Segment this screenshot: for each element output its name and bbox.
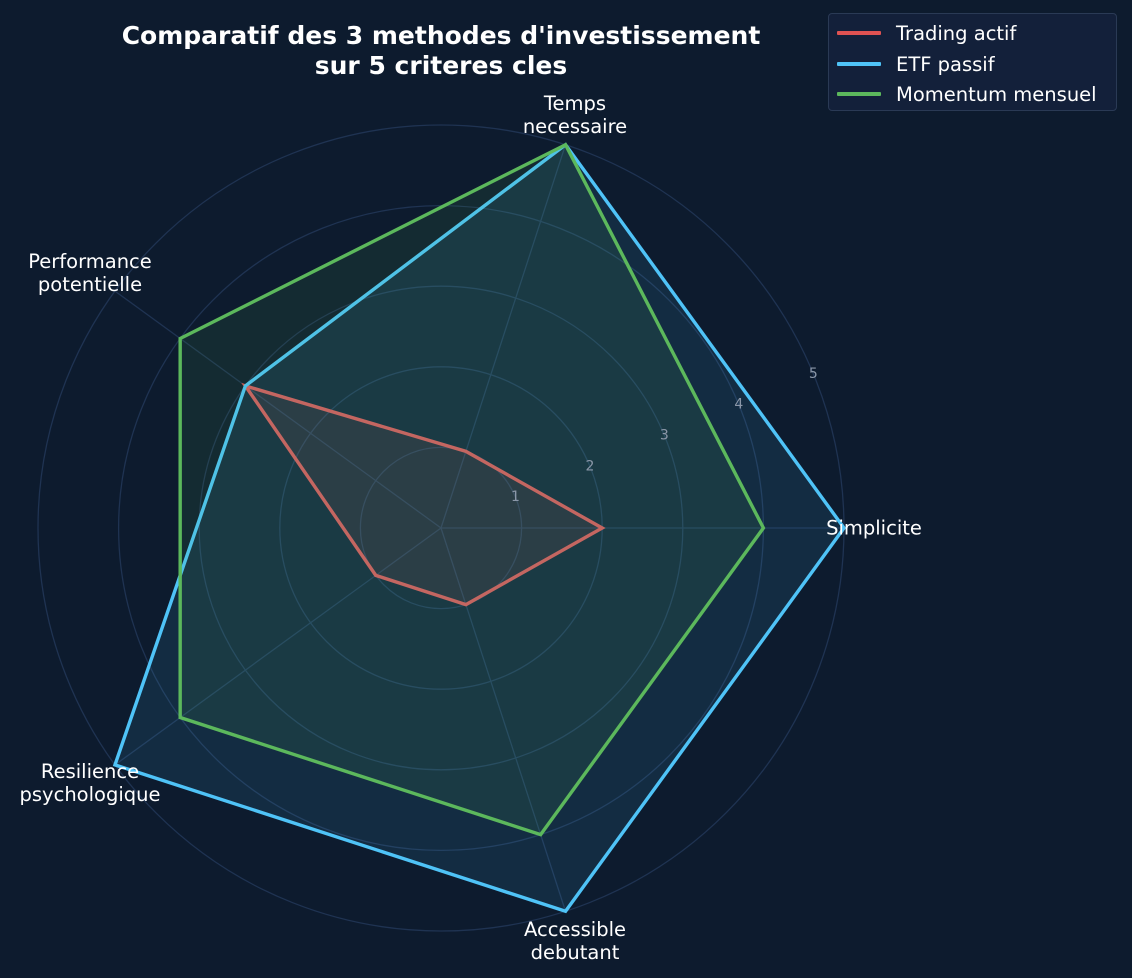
grid-spoke-1	[440, 144, 567, 529]
legend-swatch-momentum-mensuel	[837, 92, 881, 96]
legend-swatch-trading-actif	[837, 31, 881, 35]
axis-label-4-line-0: Accessible	[524, 918, 626, 941]
legend-label-momentum-mensuel: Momentum mensuel	[896, 82, 1097, 106]
series-layer	[112, 142, 847, 914]
legend-label-etf-passif: ETF passif	[896, 52, 995, 76]
axis-label-0: Simplicite	[826, 517, 922, 540]
axis-label-4: Accessible debutant	[524, 918, 626, 964]
axis-label-0-line-0: Simplicite	[826, 517, 922, 540]
legend-swatch-etf-passif	[837, 62, 881, 66]
legend-label-trading-actif: Trading actif	[896, 21, 1017, 45]
chart-title-line-2: sur 5 criteres cles	[315, 51, 568, 80]
axis-label-3-line-1: psychologique	[20, 783, 161, 806]
legend-item-momentum-mensuel: Momentum mensuel	[837, 82, 1097, 106]
axis-label-2-line-1: potentielle	[38, 273, 142, 296]
r-tick-label-5: 5	[809, 366, 818, 382]
axis-label-4-line-1: debutant	[531, 941, 620, 964]
r-tick-label-3: 3	[660, 427, 669, 443]
legend-item-trading-actif: Trading actif	[837, 21, 1016, 45]
axis-label-3-line-0: Resilience	[41, 760, 139, 783]
series-area-momentum-mensuel	[180, 144, 764, 835]
series-area-trading-actif	[245, 385, 603, 605]
grid-spoke-3	[114, 527, 442, 766]
axis-label-1-line-1: necessaire	[523, 115, 627, 138]
r-tick-label-4: 4	[734, 397, 743, 413]
axis-label-2: Performance potentielle	[28, 250, 152, 296]
series-line-momentum-mensuel	[178, 142, 766, 837]
r-tick-label-1: 1	[511, 489, 520, 505]
series-area-etf-passif	[114, 144, 845, 912]
r-tick-label-2: 2	[585, 458, 594, 474]
axis-label-1-line-0: Temps	[543, 92, 606, 115]
chart-title-line-1: Comparatif des 3 methodes d'investisseme…	[122, 21, 761, 50]
axis-label-2-line-0: Performance	[28, 250, 152, 273]
legend: Trading actif ETF passif Momentum mensue…	[828, 13, 1117, 111]
legend-item-etf-passif: ETF passif	[837, 52, 995, 76]
axis-label-1: Temps necessaire	[523, 92, 627, 138]
grid-spoke-2	[114, 290, 442, 529]
axis-label-3: Resilience psychologique	[20, 760, 161, 806]
grid-spoke-4	[440, 527, 567, 912]
label-layer: 1 2 3 4 5 Simplicite Temps necessaire Performanc…	[20, 92, 922, 964]
series-line-trading-actif	[241, 382, 606, 607]
